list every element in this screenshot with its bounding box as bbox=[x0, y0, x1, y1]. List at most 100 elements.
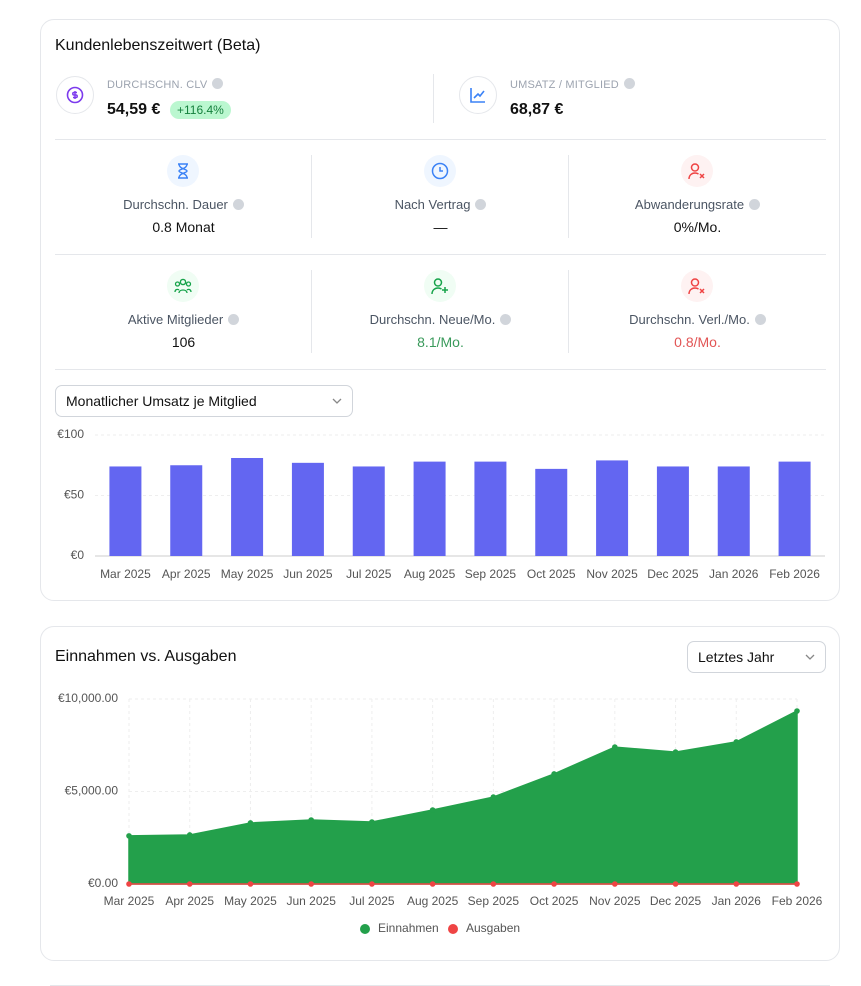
icon bbox=[424, 155, 456, 187]
label: Durchschn. Verl./Mo. bbox=[629, 312, 750, 327]
select-text: Letztes Jahr bbox=[698, 649, 775, 665]
bar bbox=[413, 461, 446, 556]
point bbox=[794, 881, 800, 887]
stat-label: Abwanderungsrate bbox=[569, 197, 826, 212]
info-icon[interactable] bbox=[475, 199, 487, 210]
point bbox=[672, 881, 679, 887]
stat-label: Nach Vertrag bbox=[312, 197, 569, 212]
stat-value: 0%/Mo. bbox=[673, 219, 722, 235]
info-icon[interactable] bbox=[623, 78, 635, 89]
info-icon[interactable] bbox=[232, 199, 244, 210]
x-tick-label: Nov 2025 bbox=[589, 894, 641, 908]
stat-value: 0.8 Monat bbox=[152, 219, 215, 235]
label: Durchschn. Dauer bbox=[123, 197, 228, 212]
x-tick-label: Jul 2025 bbox=[349, 894, 395, 908]
icon bbox=[424, 270, 456, 302]
stat-label: Aktive Mitglieder bbox=[55, 312, 312, 327]
x-tick-label: Dec 2025 bbox=[650, 894, 702, 908]
bar bbox=[717, 466, 750, 556]
divider bbox=[55, 254, 826, 255]
stat-value: 54,59 € bbox=[107, 101, 161, 118]
x-tick-label: Mar 2025 bbox=[104, 894, 155, 908]
area bbox=[128, 709, 798, 885]
card-title: Kundenlebenszeitwert (Beta) bbox=[55, 37, 261, 54]
info-icon[interactable] bbox=[754, 314, 766, 325]
y-tick-label: €100 bbox=[57, 427, 84, 441]
info-icon[interactable] bbox=[228, 314, 240, 325]
bar bbox=[778, 461, 811, 556]
x-tick-label: Apr 2025 bbox=[165, 894, 214, 908]
divider bbox=[55, 369, 826, 370]
stat-label: DURCHSCHN. CLV bbox=[107, 78, 224, 91]
bar bbox=[596, 460, 629, 556]
label: UMSATZ / MITGLIED bbox=[510, 79, 619, 91]
x-tick-label: Jun 2025 bbox=[286, 894, 336, 908]
icon bbox=[56, 76, 94, 114]
x-tick-label: Jul 2025 bbox=[346, 567, 392, 581]
stat-value: 8.1/Mo. bbox=[417, 334, 464, 350]
point bbox=[186, 832, 193, 838]
card-title: Einnahmen vs. Ausgaben bbox=[55, 648, 237, 665]
x-tick-label: Mar 2025 bbox=[100, 567, 151, 581]
icon bbox=[681, 155, 713, 187]
y-tick-label: €0.00 bbox=[88, 876, 118, 890]
info-icon[interactable] bbox=[749, 199, 761, 210]
point bbox=[308, 817, 314, 823]
x-tick-label: Jan 2026 bbox=[709, 567, 759, 581]
divider bbox=[311, 155, 312, 238]
stat-label: UMSATZ / MITGLIED bbox=[510, 78, 635, 91]
point bbox=[369, 819, 375, 825]
divider bbox=[568, 155, 569, 238]
bar bbox=[535, 468, 568, 556]
info-icon[interactable] bbox=[500, 314, 512, 325]
period-select[interactable]: Letztes Jahr bbox=[687, 641, 826, 673]
x-tick-label: Feb 2026 bbox=[772, 894, 823, 908]
x-tick-label: Aug 2025 bbox=[404, 567, 456, 581]
x-tick-label: Jan 2026 bbox=[712, 894, 762, 908]
point bbox=[733, 881, 740, 887]
finance-card bbox=[40, 626, 840, 961]
x-tick-label: Feb 2026 bbox=[769, 567, 820, 581]
bar bbox=[656, 466, 689, 556]
point bbox=[126, 881, 132, 887]
x-tick-label: May 2025 bbox=[224, 894, 277, 908]
label: DURCHSCHN. CLV bbox=[107, 79, 208, 91]
point bbox=[126, 833, 132, 839]
label: Durchschn. Neue/Mo. bbox=[369, 312, 496, 327]
point bbox=[429, 807, 436, 813]
legend-marker bbox=[448, 924, 458, 934]
metric-select[interactable]: Monatlicher Umsatz je Mitglied bbox=[55, 385, 353, 417]
divider bbox=[433, 74, 434, 123]
y-tick-label: €5,000.00 bbox=[65, 784, 119, 798]
point bbox=[733, 739, 740, 745]
point bbox=[308, 881, 314, 887]
point bbox=[247, 820, 254, 826]
legend-label: Ausgaben bbox=[466, 921, 520, 935]
bar-chart: €0 €50 €100 Mar 2025 Apr 2025 May 2025 Jun 202… bbox=[57, 427, 825, 581]
bar bbox=[109, 466, 142, 556]
x-tick-label: Apr 2025 bbox=[162, 567, 211, 581]
point bbox=[369, 881, 375, 887]
x-tick-label: Sep 2025 bbox=[465, 567, 517, 581]
point bbox=[551, 771, 557, 777]
point bbox=[612, 881, 618, 887]
info-icon[interactable] bbox=[212, 78, 224, 89]
x-tick-label: Sep 2025 bbox=[468, 894, 520, 908]
label: Abwanderungsrate bbox=[634, 197, 745, 212]
divider bbox=[55, 139, 826, 140]
x-tick-label: Oct 2025 bbox=[530, 894, 579, 908]
bar bbox=[474, 461, 507, 556]
legend-label: Einnahmen bbox=[378, 921, 439, 935]
bar bbox=[170, 465, 203, 556]
point bbox=[794, 708, 800, 714]
stat-value: 0.8/Mo. bbox=[674, 334, 721, 350]
x-tick-label: Nov 2025 bbox=[586, 567, 638, 581]
stat-label: Durchschn. Dauer bbox=[55, 197, 312, 212]
area-chart: €0.00 €5,000.00 €10,000.00 Mar 2025 Apr 2025… bbox=[58, 691, 823, 935]
x-tick-label: Jun 2025 bbox=[283, 567, 333, 581]
badge: +116.4% bbox=[170, 101, 231, 119]
bar bbox=[352, 466, 385, 556]
legend-marker bbox=[360, 924, 370, 934]
point bbox=[490, 794, 497, 800]
